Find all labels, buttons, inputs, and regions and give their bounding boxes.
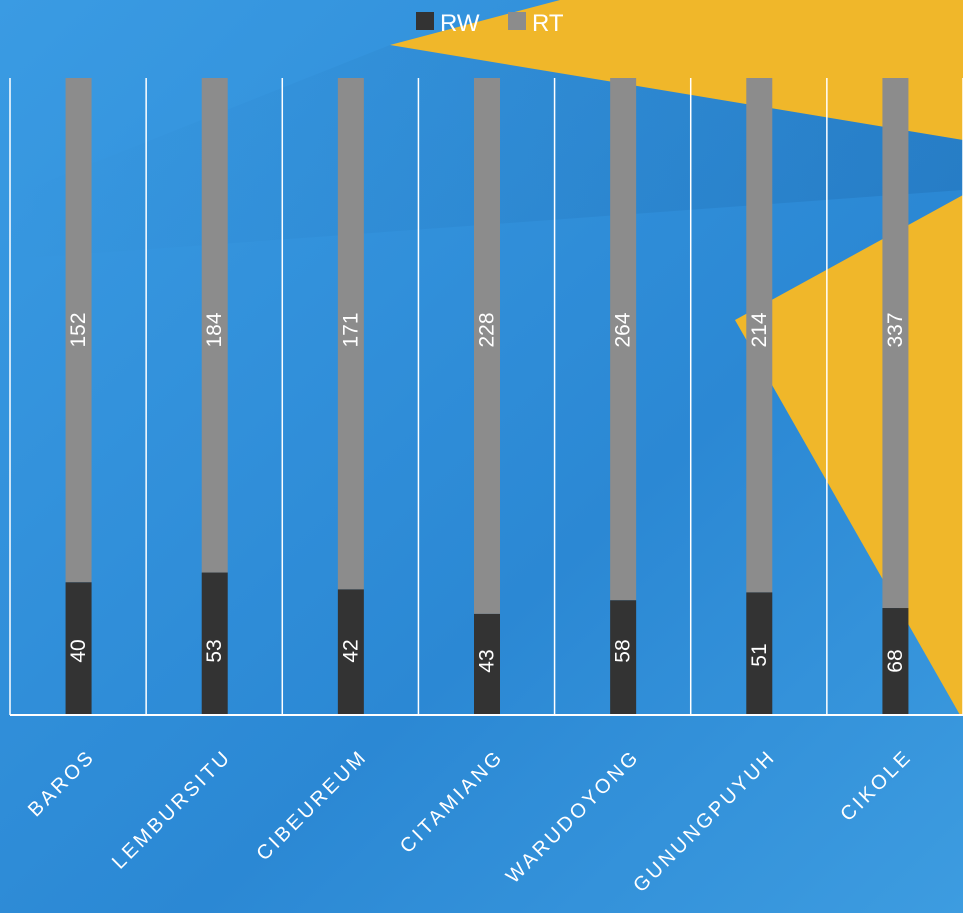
legend-label-rw: RW bbox=[440, 10, 480, 37]
data-label-rw: 68 bbox=[884, 649, 907, 672]
bar-segment-rw bbox=[201, 572, 228, 715]
bars bbox=[65, 78, 909, 715]
category-label: BAROS bbox=[24, 746, 100, 822]
data-label-rw: 43 bbox=[476, 649, 499, 672]
data-label-rw: 53 bbox=[203, 639, 226, 662]
legend: RW RT bbox=[416, 10, 564, 37]
bar-segment-rt bbox=[474, 78, 500, 614]
legend-swatch-rw bbox=[416, 12, 434, 30]
category-label: GUNUNGPUYUH bbox=[629, 746, 780, 897]
bar-segment-rw bbox=[337, 589, 364, 715]
bar-segment-rw bbox=[65, 582, 92, 715]
category-label: CITAMIANG bbox=[396, 746, 508, 858]
bar-segment-rw bbox=[610, 600, 637, 715]
gridlines bbox=[9, 78, 963, 715]
data-label-rt: 184 bbox=[203, 312, 226, 347]
data-label-rt: 152 bbox=[67, 312, 90, 347]
data-label-rt: 337 bbox=[884, 312, 907, 347]
category-label: WARUDOYONG bbox=[502, 746, 644, 888]
category-label: LEMBURSITU bbox=[108, 746, 236, 874]
bar-segment-rt bbox=[746, 78, 773, 593]
bar-segment-rw bbox=[882, 608, 909, 715]
bar-segment-rw bbox=[474, 613, 500, 715]
category-labels: BAROS LEMBURSITU CIBEUREUM CITAMIANGWARUDOY… bbox=[24, 746, 917, 897]
data-label-rt: 171 bbox=[339, 312, 362, 347]
data-label-rt: 228 bbox=[476, 312, 499, 347]
data-labels: 152 40 184 53 171 42 228 43 264 58 214 51 337 68 bbox=[67, 312, 907, 673]
legend-label-rt: RT bbox=[532, 10, 564, 37]
data-label-rw: 51 bbox=[748, 643, 771, 666]
data-label-rt: 264 bbox=[612, 312, 635, 347]
yellow-paper-top bbox=[390, 0, 963, 140]
data-label-rw: 40 bbox=[67, 639, 90, 662]
data-label-rw: 58 bbox=[612, 639, 635, 662]
data-label-rt: 214 bbox=[748, 312, 771, 347]
bar-segment-rt bbox=[201, 78, 228, 573]
category-label: CIKOLE bbox=[836, 746, 916, 826]
bar-segment-rw bbox=[746, 592, 773, 715]
data-label-rw: 42 bbox=[339, 639, 362, 662]
bar-segment-rt bbox=[882, 78, 909, 609]
category-label: CIBEUREUM bbox=[252, 746, 372, 866]
bar-segment-rt bbox=[337, 78, 364, 590]
bar-segment-rt bbox=[610, 78, 637, 601]
legend-swatch-rt bbox=[508, 12, 526, 30]
bar-segment-rt bbox=[65, 78, 92, 583]
